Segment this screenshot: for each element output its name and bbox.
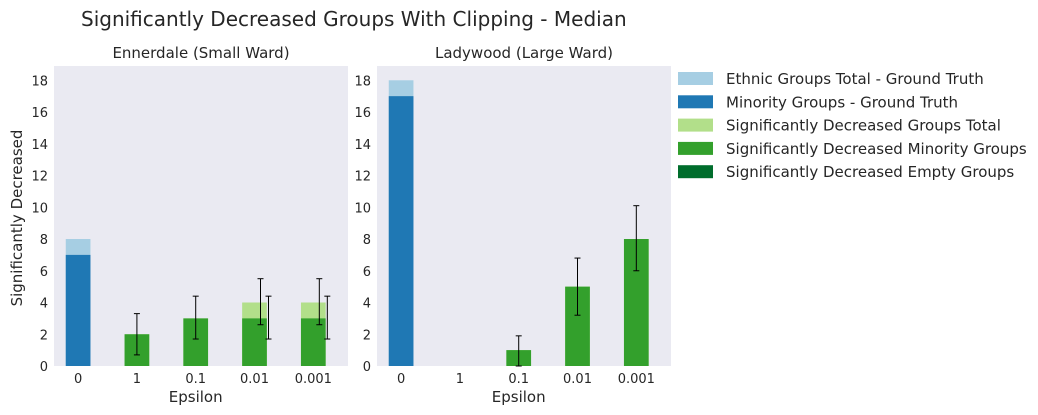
y-tick-label: 8 [363,233,371,248]
x-tick-label: 0.001 [295,372,332,387]
bar-decreased-minority [242,318,267,366]
legend-item: Ethnic Groups Total - Ground Truth [678,70,984,88]
legend-item: Minority Groups - Ground Truth [678,93,958,111]
y-tick-label: 16 [354,106,371,121]
legend-swatch [678,72,713,85]
y-tick-label: 14 [31,138,48,153]
bar-ground-truth-minority [388,96,414,367]
panel-title: Ennerdale (Small Ward) [112,44,289,62]
y-tick-label: 14 [354,138,371,153]
x-axis-label: Epsilon [492,388,546,406]
plot-area [54,66,348,366]
legend-label: Ethnic Groups Total - Ground Truth [726,70,984,88]
x-tick-label: 0.1 [508,372,529,387]
y-tick-label: 12 [354,170,371,185]
legend-label: Significantly Decreased Empty Groups [726,163,1014,181]
bar-decreased-minority [300,318,326,366]
bar-ground-truth-minority [65,254,91,366]
legend-swatch [678,118,713,132]
y-tick-label: 2 [40,328,48,343]
error-bar-minority [192,295,199,340]
legend-swatch [678,95,713,109]
x-tick-label: 0.01 [563,372,592,387]
y-tick-label: 2 [363,328,371,343]
x-tick-label: 0.01 [240,372,269,387]
error-bar-minority [574,257,581,316]
y-tick-label: 16 [31,106,48,121]
y-tick-label: 6 [363,265,371,280]
plot-area [377,66,671,366]
legend-item: Significantly Decreased Minority Groups [678,140,1027,158]
figure-title: Significantly Decreased Groups With Clip… [81,7,627,31]
error-bar-minority [515,335,522,367]
y-tick-label: 6 [40,265,48,280]
y-tick-label: 0 [40,360,48,375]
legend-label: Minority Groups - Ground Truth [726,93,958,111]
x-tick-label: 0.001 [618,372,655,387]
legend-label: Significantly Decreased Minority Groups [726,140,1027,158]
error-bar-minority [133,313,140,356]
x-tick-label: 1 [456,372,464,387]
x-tick-label: 0.1 [185,372,206,387]
panel-title: Ladywood (Large Ward) [435,44,613,62]
y-tick-label: 4 [363,297,371,312]
y-tick-label: 0 [363,360,371,375]
panel-ladywood: Ladywood (Large Ward) 0 2 4 6 8 10 12 14 16 18 0 1 0.… [354,44,671,406]
legend-swatch [678,165,713,179]
error-bar-minority [324,295,331,340]
y-tick-label: 10 [354,201,371,216]
x-tick-label: 1 [133,372,141,387]
error-bar-total [316,278,323,326]
x-tick-label: 0 [74,372,82,387]
legend-item: Significantly Decreased Groups Total [678,117,1001,135]
error-bar-minority [265,295,272,340]
y-tick-label: 18 [354,74,371,89]
y-tick-label: 8 [40,233,48,248]
y-tick-label: 4 [40,297,48,312]
panel-ennerdale: Ennerdale (Small Ward) 0 2 4 6 8 10 12 14 16 18 0 1 0… [31,44,348,406]
error-bar-minority [633,205,640,272]
error-bar-total [257,278,264,326]
y-tick-label: 12 [31,170,48,185]
y-tick-label: 18 [31,74,48,89]
y-axis-label: Significantly Decreased [8,130,26,307]
y-tick-label: 10 [31,201,48,216]
legend-item: Significantly Decreased Empty Groups [678,163,1014,181]
legend-swatch [678,141,713,155]
x-axis-label: Epsilon [169,388,223,406]
x-tick-label: 0 [397,372,405,387]
legend: Ethnic Groups Total - Ground Truth Minori… [678,70,1027,181]
legend-label: Significantly Decreased Groups Total [726,117,1001,135]
